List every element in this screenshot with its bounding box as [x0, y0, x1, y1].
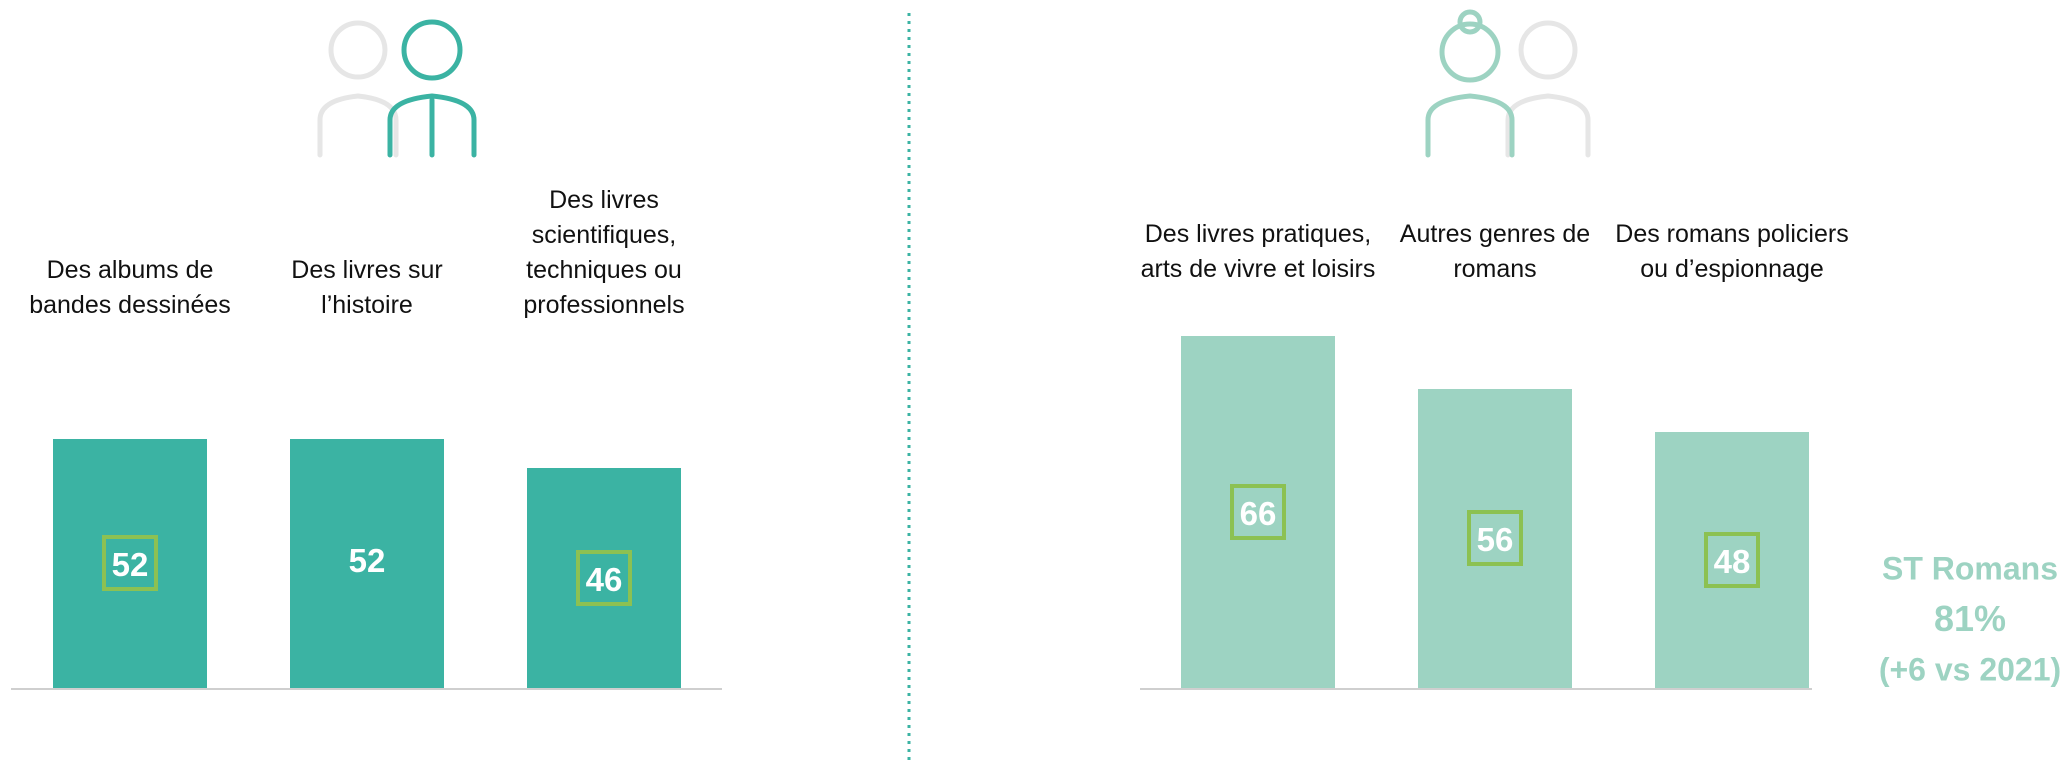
value-label: 52 — [348, 542, 386, 580]
people-icon-right — [1425, 9, 1591, 158]
category-label: Des romans policiers ou d’espionnage — [1615, 220, 1849, 283]
bar — [1655, 431, 1809, 688]
annotation: ST Romans — [1881, 550, 2059, 587]
bar — [527, 467, 681, 688]
value-label: 56 — [1467, 510, 1523, 567]
annotation: (+6 vs 2021) — [1878, 651, 2062, 688]
bar — [53, 438, 207, 688]
value-label: 52 — [102, 535, 158, 592]
baseline — [1140, 688, 1812, 690]
bar — [1418, 388, 1572, 688]
category-label: Des albums de bandes dessinées — [29, 256, 231, 319]
baseline — [11, 688, 722, 690]
category-label: Des livres sur l’histoire — [291, 256, 443, 319]
value-label: 48 — [1704, 531, 1760, 588]
value-label: 46 — [576, 549, 632, 606]
people-icon-left — [317, 19, 477, 158]
category-label: Des livres pratiques, arts de vivre et l… — [1140, 220, 1376, 283]
annotation: 81% — [1933, 598, 2007, 639]
value-label: 66 — [1230, 483, 1286, 540]
category-label: Autres genres de romans — [1399, 220, 1591, 283]
category-label: Des livres scientifiques, techniques ou … — [523, 186, 685, 319]
bar — [1181, 335, 1335, 688]
bar — [290, 438, 444, 688]
